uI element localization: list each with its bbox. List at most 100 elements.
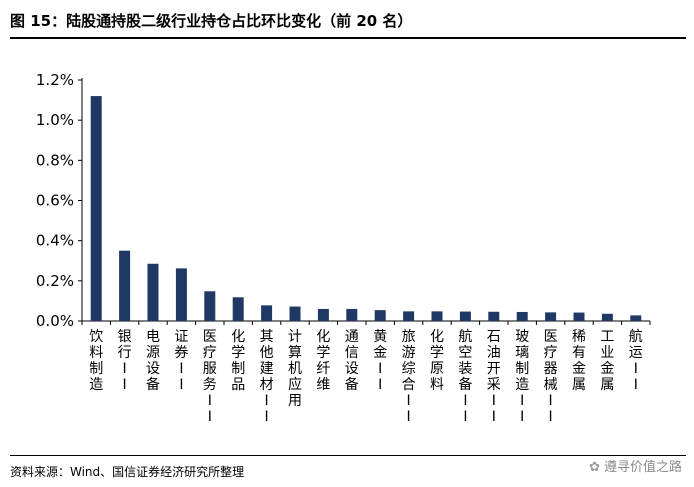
x-tick-label-char: 信 [345,345,359,361]
x-tick-label-char: 航 [458,329,472,345]
x-tick-label-char: 设 [146,361,160,377]
x-tick-label-char: 采 [487,377,501,393]
x-tick-label-char: 疗 [203,345,217,361]
y-tick-label: 0.2% [36,272,74,290]
x-tick-label-char: 器 [544,361,558,377]
y-tick-label: 0.4% [36,232,74,250]
bar-chart: 0.0%0.2%0.4%0.6%0.8%1.0%1.2%饮料制造银行II电源设备… [36,71,651,425]
x-tick-label-char: 疗 [544,345,558,361]
figure-title: 图 15：陆股通持股二级行业持仓占比环比变化（前 20 名） [10,12,413,30]
x-tick-label-char: 学 [430,345,444,361]
bar [488,311,500,321]
bar [573,312,585,321]
x-tick-label-char: I [634,361,638,377]
x-tick-label-char: 学 [231,345,245,361]
y-tick-label: 0.8% [36,151,74,169]
x-tick-label-char: 学 [316,345,330,361]
x-tick-label-char: I [492,409,496,425]
x-tick-label-char: 原 [430,361,444,377]
bar [545,312,557,321]
x-tick-label-char: 合 [402,377,416,393]
bar [317,308,329,321]
x-tick-label-char: 制 [231,361,245,377]
bar [119,250,131,321]
x-tick-label-char: 料 [430,377,444,393]
bar [431,311,443,321]
x-tick-label-char: 黄 [373,328,387,345]
x-tick-label-char: 备 [458,376,472,393]
x-tick-label-char: I [208,409,212,425]
title-rule [10,37,686,39]
x-tick-label-char: 金 [373,345,387,361]
x-tick-label-char: 维 [316,377,330,393]
x-tick-label-char: 化 [316,329,330,345]
x-tick-label-char: I [463,393,467,409]
x-tick-label-char: 应 [288,376,302,393]
x-tick-label-char: I [123,361,127,377]
x-tick-label-char: 玻 [515,329,529,345]
x-tick-label-char: 璃 [515,344,529,361]
x-tick-label-char: 制 [89,361,103,377]
x-tick-label-char: 品 [231,377,245,393]
watermark-text: 遵寻价值之路 [603,460,682,475]
x-tick-label-char: 银 [118,329,132,345]
x-tick-label-char: 通 [345,329,359,345]
x-tick-label-char: 金 [572,361,586,377]
x-tick-label-char: I [407,409,411,425]
x-tick-label-char: 机 [288,361,302,377]
x-tick-label-char: I [378,377,382,393]
x-tick-label-char: 证 [174,329,188,345]
x-tick-label-char: 医 [203,329,217,345]
y-tick-label: 1.2% [36,71,74,89]
x-tick-label-char: 旅 [402,329,416,345]
bar [630,315,642,321]
x-tick-label-char: 其 [260,329,274,345]
x-tick-label-char: 源 [146,345,160,361]
x-tick-label-char: 服 [203,361,217,377]
bar [261,305,273,321]
x-tick-label-char: 算 [288,345,302,361]
x-tick-label-char: 用 [288,393,302,409]
x-tick-label-char: 有 [572,345,586,361]
x-tick-label-char: I [123,377,127,393]
x-tick-label-char: 料 [89,345,103,361]
y-tick-label: 0.6% [36,192,74,210]
x-tick-label-char: I [265,393,269,409]
x-tick-label-char: 装 [458,361,472,377]
x-tick-label-char: 材 [260,377,274,393]
y-tick-label: 0.0% [36,312,74,330]
bar [232,297,244,321]
bar [204,291,216,321]
x-tick-label-char: 备 [345,376,359,393]
footer-rule [10,455,686,456]
x-tick-label-char: 综 [402,361,416,377]
x-tick-label-char: I [208,393,212,409]
bar [175,268,187,321]
x-tick-label-char: 建 [260,361,274,377]
x-tick-label-char: 工 [600,329,614,345]
x-tick-label-char: 金 [600,361,614,377]
bar [289,306,301,321]
bar [346,308,358,321]
source-note: 资料来源：Wind、国信证券经济研究所整理 [10,465,245,479]
x-tick-label-char: I [179,377,183,393]
x-tick-label-char: 航 [629,329,643,345]
x-tick-label-char: 设 [345,361,359,377]
x-tick-label-char: 油 [487,345,501,361]
x-tick-label-char: 行 [118,345,132,361]
x-tick-label-char: I [634,377,638,393]
watermark: ✿ 遵寻价值之路 [589,456,682,475]
